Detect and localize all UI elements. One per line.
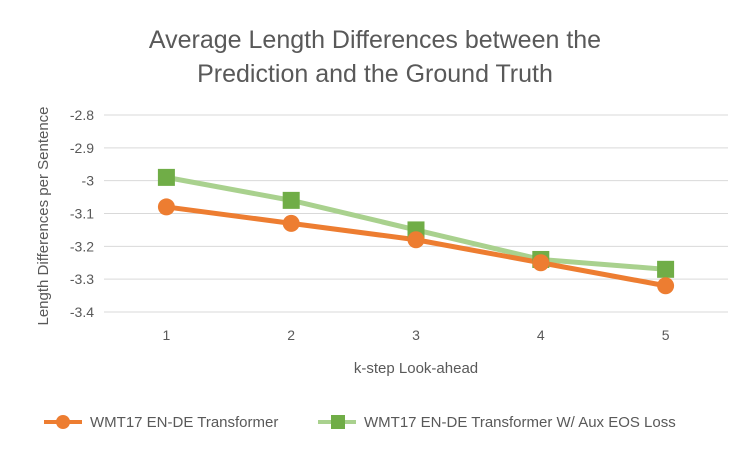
y-tick-label: -3.3 <box>70 271 94 287</box>
series-2-point <box>657 260 675 278</box>
x-tick-label: 1 <box>163 327 171 343</box>
legend-label-series-1: WMT17 EN-DE Transformer <box>90 414 278 431</box>
series-2-point <box>282 191 300 209</box>
legend-item-series-1: WMT17 EN-DE Transformer <box>44 414 278 431</box>
chart-title-line-2: Prediction and the Ground Truth <box>197 60 553 88</box>
legend-label-series-2: WMT17 EN-DE Transformer W/ Aux EOS Loss <box>364 414 676 431</box>
series-1-point <box>657 277 675 295</box>
y-tick-label: -2.8 <box>70 107 94 123</box>
x-tick-label: 5 <box>662 327 670 343</box>
chart-title-line-1: Average Length Differences between the <box>149 26 601 54</box>
series-1-point <box>157 198 175 216</box>
y-tick-label: -2.9 <box>70 140 94 156</box>
series-lines <box>157 168 675 295</box>
legend-item-series-2: WMT17 EN-DE Transformer W/ Aux EOS Loss <box>318 414 676 431</box>
y-tick-label: -3 <box>82 173 95 189</box>
x-tick-label: 2 <box>287 327 295 343</box>
y-axis-label: Length Differences per Sentence <box>35 106 52 325</box>
y-tick-label: -3.2 <box>70 238 94 254</box>
x-tick-label: 3 <box>412 327 420 343</box>
y-tick-label: -3.4 <box>70 304 94 320</box>
series-2-point <box>157 168 175 186</box>
series-1-point <box>407 231 425 249</box>
x-axis-ticks: 1 2 3 4 5 <box>163 327 670 343</box>
y-tick-label: -3.1 <box>70 206 94 222</box>
x-axis-label: k-step Look-ahead <box>354 360 478 377</box>
series-1-point <box>532 254 550 272</box>
y-axis-ticks: -2.8 -2.9 -3 -3.1 -3.2 -3.3 -3.4 <box>70 107 94 320</box>
legend: WMT17 EN-DE Transformer WMT17 EN-DE Tran… <box>44 414 676 431</box>
series-1-point <box>282 214 300 232</box>
x-tick-label: 4 <box>537 327 545 343</box>
